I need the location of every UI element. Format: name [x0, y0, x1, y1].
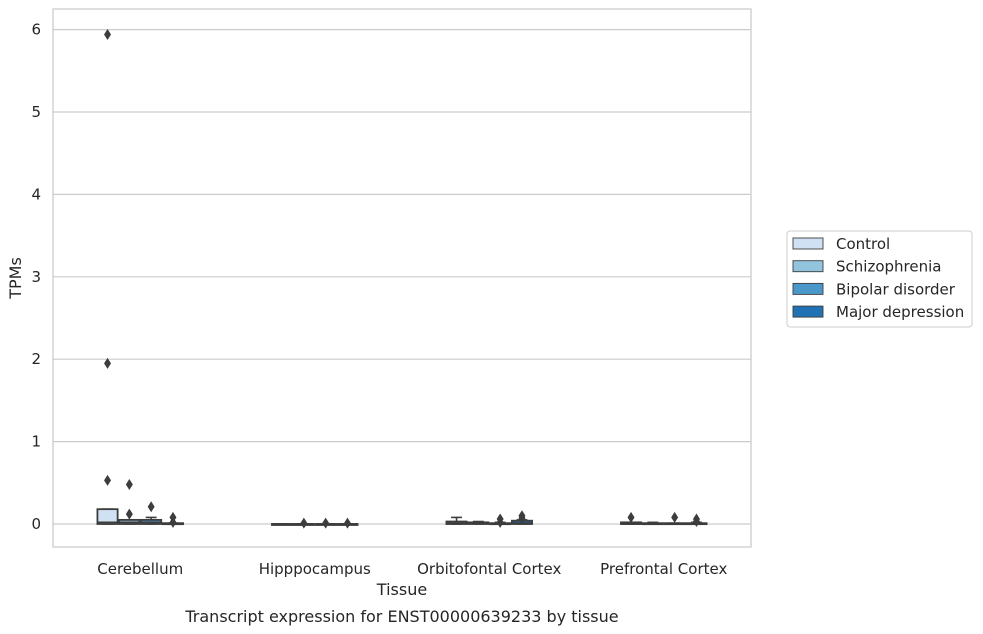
legend-swatch — [792, 282, 824, 295]
legend-label: Control — [836, 235, 890, 253]
outlier-point — [125, 478, 133, 490]
box-bipolar-disorder — [314, 517, 337, 529]
plot-frame — [52, 8, 752, 548]
box-control — [620, 511, 643, 525]
y-tick-labels: 0 1 2 3 4 5 6 — [31, 21, 41, 533]
y-tick-label: 0 — [31, 515, 41, 533]
box-schizophrenia — [641, 521, 664, 526]
y-tick-label: 5 — [31, 103, 41, 121]
x-tick-label: Orbitofontal Cortex — [417, 560, 561, 578]
y-tick-label: 2 — [31, 350, 41, 368]
box-iqr — [96, 508, 119, 525]
outlier-point — [322, 517, 330, 529]
grid-lines — [53, 29, 751, 525]
outlier-point — [104, 357, 112, 369]
x-tick-label: Cerebellum — [97, 560, 183, 578]
chart-caption: Transcript expression for ENST0000063923… — [184, 607, 618, 626]
legend: Control Schizophrenia Bipolar disorder Majo… — [786, 230, 973, 328]
box-schizophrenia — [292, 517, 315, 529]
y-tick-label: 6 — [31, 21, 41, 39]
box-plots — [96, 29, 708, 529]
legend-label: Bipolar disorder — [836, 280, 956, 298]
y-tick-label: 3 — [31, 268, 41, 286]
x-tick-label: Hipppocampus — [259, 560, 371, 578]
legend-swatch — [792, 260, 824, 273]
outlier-point — [496, 513, 504, 525]
box-schizophrenia — [118, 478, 141, 525]
outlier-point — [125, 508, 133, 520]
box-bipolar-disorder — [489, 513, 512, 528]
legend-swatch — [792, 305, 824, 318]
outlier-point — [627, 511, 635, 523]
outlier-point — [343, 517, 351, 529]
outlier-point — [518, 510, 526, 522]
outlier-point — [104, 474, 112, 486]
x-tick-label: Prefrontal Cortex — [600, 560, 727, 578]
legend-label: Schizophrenia — [836, 258, 941, 276]
legend-frame — [786, 230, 973, 328]
box-major-depression — [161, 511, 184, 528]
y-tick-label: 4 — [31, 185, 41, 203]
x-axis-label: Tissue — [376, 580, 427, 599]
box-major-depression — [685, 513, 708, 528]
legend-swatch — [792, 237, 824, 250]
box-control — [271, 523, 294, 526]
outlier-point — [692, 513, 700, 525]
y-axis-label: TPMs — [6, 257, 25, 300]
box-bipolar-disorder — [140, 501, 163, 525]
box-schizophrenia — [467, 520, 490, 525]
box-control — [96, 29, 119, 525]
box-control — [445, 516, 468, 525]
outlier-point — [300, 517, 308, 529]
outlier-point — [147, 501, 155, 513]
box-major-depression — [336, 517, 359, 529]
box-major-depression — [510, 510, 533, 525]
outlier-point — [104, 29, 112, 41]
x-tick-labels: Cerebellum Hipppocampus Orbitofontal Corte… — [97, 560, 727, 578]
outlier-point — [169, 511, 177, 523]
box-bipolar-disorder — [663, 511, 686, 526]
y-tick-label: 1 — [31, 433, 41, 451]
outlier-point — [671, 511, 679, 523]
legend-label: Major depression — [836, 303, 964, 321]
